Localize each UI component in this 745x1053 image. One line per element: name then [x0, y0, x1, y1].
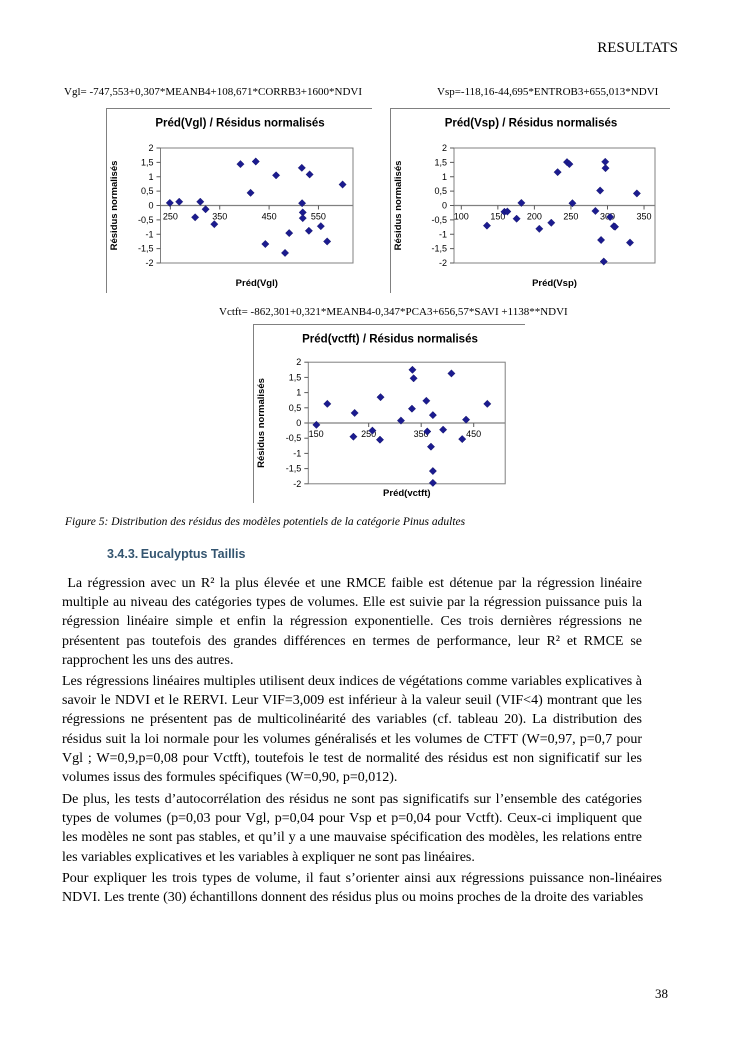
svg-text:1,5: 1,5 [434, 157, 447, 167]
svg-text:550: 550 [311, 212, 326, 222]
svg-text:0,5: 0,5 [434, 186, 447, 196]
svg-text:0: 0 [442, 201, 447, 211]
svg-text:Préd(vctft): Préd(vctft) [383, 488, 431, 499]
svg-text:0,5: 0,5 [141, 186, 154, 196]
svg-text:-1: -1 [439, 229, 447, 239]
svg-text:450: 450 [466, 429, 481, 439]
svg-text:2: 2 [148, 143, 153, 153]
svg-text:-0,5: -0,5 [138, 215, 154, 225]
svg-text:Résidus normalisés: Résidus normalisés [256, 378, 267, 468]
svg-text:-1,5: -1,5 [286, 464, 302, 474]
svg-text:-2: -2 [439, 258, 447, 268]
svg-text:-2: -2 [145, 258, 153, 268]
svg-text:Préd(Vgl): Préd(Vgl) [236, 278, 278, 289]
svg-text:2: 2 [296, 357, 301, 367]
svg-text:150: 150 [309, 429, 324, 439]
svg-text:250: 250 [563, 212, 578, 222]
svg-text:1: 1 [442, 172, 447, 182]
svg-text:2: 2 [442, 143, 447, 153]
svg-text:0: 0 [296, 418, 301, 428]
svg-text:1,5: 1,5 [289, 372, 302, 382]
svg-text:-1,5: -1,5 [431, 244, 447, 254]
svg-text:-1,5: -1,5 [138, 244, 154, 254]
svg-text:-0,5: -0,5 [286, 433, 302, 443]
svg-text:350: 350 [212, 212, 227, 222]
svg-text:-0,5: -0,5 [431, 215, 447, 225]
svg-text:450: 450 [262, 212, 277, 222]
svg-text:-2: -2 [293, 479, 301, 489]
svg-text:Préd(Vsp): Préd(Vsp) [532, 278, 577, 289]
svg-text:200: 200 [527, 212, 542, 222]
svg-text:0: 0 [148, 201, 153, 211]
svg-text:0,5: 0,5 [289, 403, 302, 413]
svg-text:Résidus normalisés: Résidus normalisés [109, 161, 120, 251]
svg-text:Préd(vctft) / Résidus normalis: Préd(vctft) / Résidus normalisés [302, 334, 478, 346]
svg-text:-1: -1 [293, 448, 301, 458]
svg-text:-1: -1 [145, 229, 153, 239]
svg-text:1: 1 [148, 172, 153, 182]
svg-text:350: 350 [637, 212, 652, 222]
svg-text:250: 250 [163, 212, 178, 222]
svg-text:Préd(Vgl) / Résidus normalisés: Préd(Vgl) / Résidus normalisés [155, 118, 324, 130]
svg-text:1,5: 1,5 [141, 157, 154, 167]
svg-text:Préd(Vsp) / Résidus normalisés: Préd(Vsp) / Résidus normalisés [445, 118, 618, 130]
svg-text:100: 100 [454, 212, 469, 222]
svg-text:Résidus normalisés: Résidus normalisés [393, 161, 404, 251]
svg-text:1: 1 [296, 388, 301, 398]
